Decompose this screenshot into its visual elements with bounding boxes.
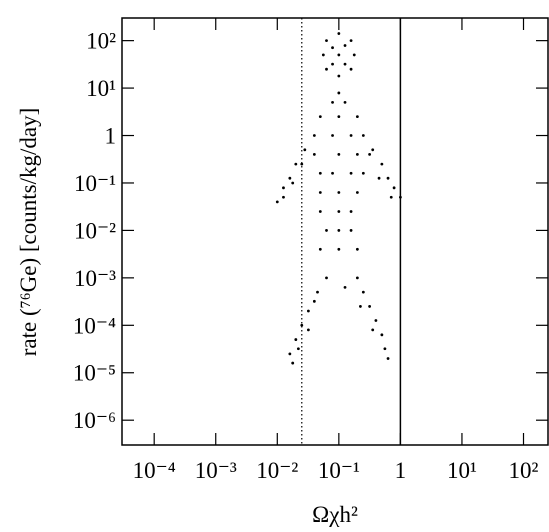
point <box>318 191 322 194</box>
point <box>321 53 325 57</box>
point <box>337 191 341 194</box>
y-tick-label: 10⁻³ <box>74 266 116 291</box>
x-tick-label: 10⁻⁴ <box>133 458 176 483</box>
point <box>337 32 341 35</box>
point <box>386 357 390 360</box>
point <box>331 62 334 66</box>
point <box>368 153 372 156</box>
point <box>349 210 353 213</box>
point <box>337 115 341 119</box>
point <box>361 134 365 137</box>
point <box>355 115 359 119</box>
x-tick-label: 10⁻³ <box>195 458 237 483</box>
point <box>318 171 322 175</box>
y-tick-label: 10⁻⁶ <box>73 408 116 433</box>
point <box>294 162 298 166</box>
x-tick-label: 10² <box>509 458 539 483</box>
point <box>352 53 356 57</box>
point <box>337 74 341 78</box>
point <box>355 153 359 156</box>
point <box>337 229 341 232</box>
x-tick-label: 1 <box>395 458 407 483</box>
y-tick-label: 1 <box>105 124 117 149</box>
y-tick-label: 10⁻⁴ <box>73 313 116 338</box>
x-axis-label: Ωχh² <box>312 502 358 527</box>
point <box>374 319 378 322</box>
point <box>343 100 347 104</box>
point <box>349 67 353 71</box>
point <box>383 347 387 351</box>
point <box>291 361 295 365</box>
point <box>349 171 353 175</box>
point <box>398 195 402 199</box>
point <box>300 323 304 327</box>
point <box>343 44 347 47</box>
point <box>337 210 341 213</box>
point <box>291 181 295 185</box>
point <box>325 39 328 43</box>
point <box>325 229 328 232</box>
point <box>386 176 390 180</box>
point <box>288 352 292 356</box>
point <box>325 276 328 280</box>
point <box>282 195 285 199</box>
point <box>349 134 353 137</box>
point <box>325 67 328 71</box>
point <box>380 333 384 337</box>
point <box>331 100 334 104</box>
point <box>318 210 322 213</box>
point <box>275 200 279 204</box>
x-tick-label: 10⁻² <box>256 458 298 483</box>
point <box>371 148 375 152</box>
point <box>377 176 381 180</box>
point <box>343 62 347 66</box>
point <box>361 171 365 175</box>
point <box>312 134 316 137</box>
point <box>331 46 334 50</box>
point <box>296 347 300 351</box>
point <box>306 328 310 332</box>
point <box>300 162 304 166</box>
point <box>331 134 334 137</box>
point <box>337 53 341 57</box>
x-tick-label: 10⁻¹ <box>318 458 360 483</box>
point <box>389 195 393 199</box>
y-tick-label: 10¹ <box>86 76 116 101</box>
point <box>368 305 372 308</box>
point <box>355 247 359 251</box>
point <box>337 91 341 95</box>
point <box>318 115 322 119</box>
y-tick-label: 10⁻² <box>74 218 116 243</box>
point <box>288 176 292 180</box>
point <box>282 186 285 190</box>
point <box>380 162 384 166</box>
y-axis-label: rate (⁷⁶Ge) [counts/kg/day] <box>16 108 41 357</box>
plot-frame <box>121 17 549 446</box>
point <box>392 186 396 190</box>
point <box>331 171 334 175</box>
point <box>349 39 353 43</box>
point <box>343 285 347 289</box>
point <box>303 148 307 152</box>
point <box>337 153 341 156</box>
point <box>371 328 375 332</box>
point <box>337 247 341 251</box>
y-tick-label: 10⁻¹ <box>74 171 116 196</box>
y-tick-label: 10⁻⁵ <box>73 361 116 386</box>
point <box>312 299 316 303</box>
point <box>306 309 310 313</box>
point <box>316 290 319 294</box>
x-tick-label: 10¹ <box>447 458 477 483</box>
point <box>318 247 322 251</box>
point <box>361 290 365 294</box>
point <box>359 305 362 308</box>
y-tick-label: 10² <box>86 29 116 54</box>
point <box>355 276 359 280</box>
point <box>294 338 298 341</box>
point <box>355 191 359 194</box>
point <box>349 229 353 232</box>
point <box>312 153 316 156</box>
